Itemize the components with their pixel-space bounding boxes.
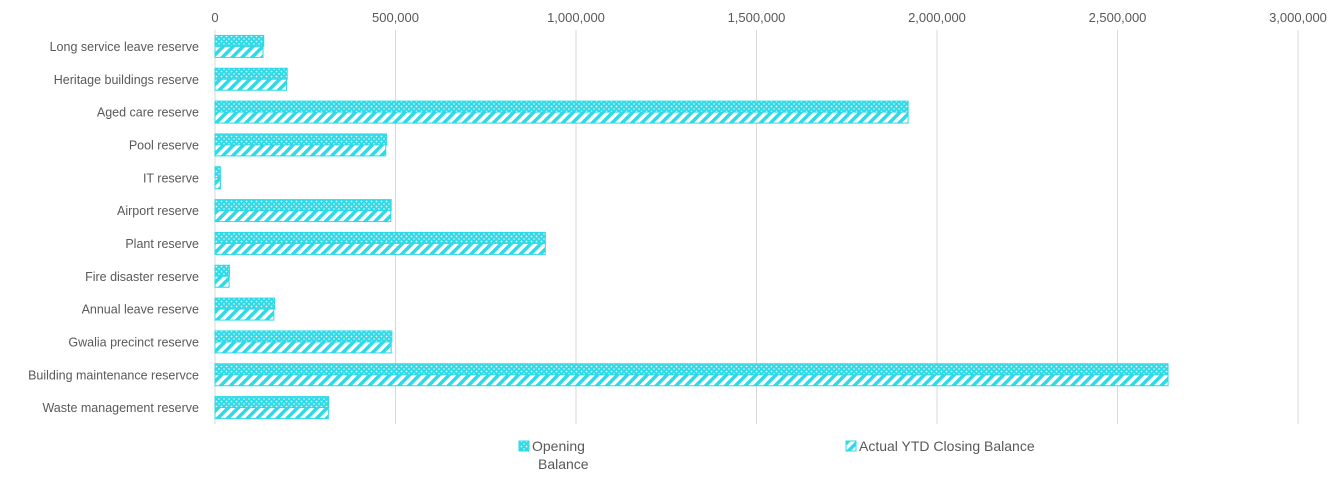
legend-label-closing-balance: Actual YTD Closing Balance <box>859 438 1035 454</box>
category-label: Building maintenance reservce <box>28 368 199 382</box>
opening-balance-bar <box>214 166 221 179</box>
category-labels: Long service leave reserve Heritage build… <box>28 40 199 415</box>
x-axis-tick-labels: 0 500,000 1,000,000 1,500,000 2,000,000 2,500… <box>211 10 1327 25</box>
closing-balance-bar <box>214 374 1169 387</box>
category-label: Waste management reserve <box>42 401 199 415</box>
legend-label-opening-balance: Opening Balance <box>532 438 589 472</box>
x-tick-label: 500,000 <box>372 10 419 25</box>
category-label: Pool reserve <box>129 138 199 152</box>
category-label: Heritage buildings reserve <box>54 73 199 87</box>
category-label: Annual leave reserve <box>82 303 199 317</box>
closing-balance-bar <box>214 111 909 124</box>
opening-balance-bar <box>214 231 546 244</box>
category-label: Airport reserve <box>117 204 199 218</box>
opening-balance-bar <box>214 297 276 310</box>
x-tick-label: 2,500,000 <box>1089 10 1147 25</box>
closing-balance-bar <box>214 407 329 420</box>
closing-balance-bar <box>214 144 387 157</box>
category-label: Plant reserve <box>125 237 199 251</box>
x-tick-label: 0 <box>211 10 218 25</box>
opening-balance-bar <box>214 363 1169 376</box>
closing-balance-bar <box>214 177 221 190</box>
category-label: Gwalia precinct reserve <box>68 335 199 349</box>
x-tick-label: 3,000,000 <box>1269 10 1327 25</box>
closing-balance-bar <box>214 45 264 58</box>
gridlines <box>214 30 1299 424</box>
opening-balance-bar <box>214 34 265 47</box>
legend: Opening Balance Actual YTD Closing Balance <box>518 438 1035 472</box>
opening-balance-bar <box>214 100 909 113</box>
closing-balance-bar <box>214 210 392 223</box>
category-label: Fire disaster reserve <box>85 270 199 284</box>
opening-balance-bar <box>214 330 393 343</box>
category-label: Aged care reserve <box>97 106 199 120</box>
category-label: IT reserve <box>143 171 199 185</box>
opening-balance-bar <box>214 67 288 80</box>
closing-balance-bar <box>214 242 546 255</box>
closing-balance-bar <box>214 275 230 288</box>
opening-balance-bar <box>214 133 387 146</box>
dotted-swatch-icon <box>518 440 530 452</box>
x-tick-label: 1,000,000 <box>547 10 605 25</box>
closing-balance-bar <box>214 341 392 354</box>
x-tick-label: 1,500,000 <box>728 10 786 25</box>
striped-swatch-icon <box>845 440 857 452</box>
category-label: Long service leave reserve <box>50 40 199 54</box>
opening-balance-bar <box>214 199 392 212</box>
bars <box>214 34 1169 420</box>
closing-balance-bar <box>214 308 275 321</box>
opening-balance-bar <box>214 264 230 277</box>
closing-balance-bar <box>214 78 287 91</box>
opening-balance-bar <box>214 396 330 409</box>
x-tick-label: 2,000,000 <box>908 10 966 25</box>
